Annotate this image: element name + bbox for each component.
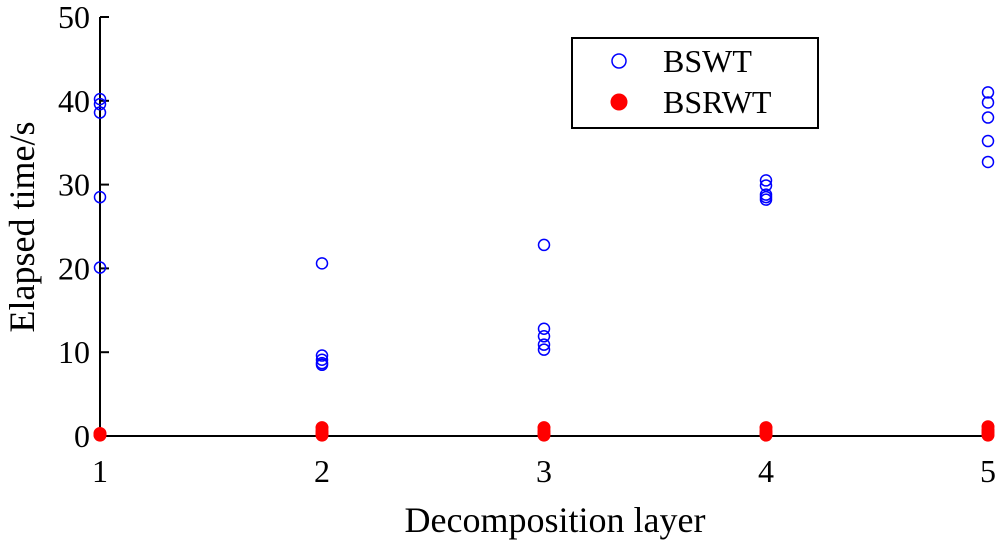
series-bsrwt — [93, 420, 995, 442]
data-point — [981, 155, 995, 169]
data-point — [981, 86, 995, 99]
x-axis-label: Decomposition layer — [405, 500, 706, 540]
data-point — [93, 92, 107, 106]
legend-box — [571, 37, 819, 129]
legend: BSWT BSRWT — [571, 37, 819, 129]
data-point — [315, 353, 329, 366]
data-point — [759, 174, 773, 187]
data-point — [537, 343, 551, 356]
data-point — [93, 106, 107, 119]
data-point — [537, 338, 551, 351]
data-point — [981, 111, 995, 124]
axes-layer: 0 10 20 30 40 50 1 2 3 4 5 — [58, 0, 996, 489]
marks-layer — [93, 86, 995, 442]
data-point — [981, 134, 995, 148]
data-point — [759, 190, 773, 204]
data-point — [93, 428, 107, 442]
x-tick-label: 4 — [758, 453, 774, 489]
y-tick-label: 50 — [58, 0, 90, 35]
data-point — [315, 428, 329, 442]
data-point — [537, 330, 551, 343]
data-point — [315, 349, 329, 362]
data-point — [93, 190, 107, 204]
legend-label: BSRWT — [663, 84, 772, 120]
data-point — [315, 257, 329, 270]
data-point — [759, 428, 773, 442]
data-point — [537, 238, 551, 252]
data-point — [981, 96, 995, 109]
y-axis-label: Elapsed time/s — [2, 122, 42, 333]
legend-label: BSWT — [663, 43, 752, 79]
y-tick-label: 20 — [58, 250, 90, 286]
legend-marker — [610, 93, 628, 111]
y-tick-label: 0 — [74, 418, 90, 454]
y-tick-label: 10 — [58, 334, 90, 370]
data-point — [315, 358, 329, 372]
data-point — [93, 97, 107, 111]
data-point — [537, 428, 551, 442]
data-point — [759, 193, 773, 206]
y-tick-label: 40 — [58, 83, 90, 119]
data-point — [93, 261, 107, 274]
x-tick-label: 3 — [536, 453, 552, 489]
x-tick-label: 1 — [92, 453, 108, 489]
legend-marker — [611, 53, 627, 69]
x-tick-label: 2 — [314, 453, 330, 489]
x-tick-label: 5 — [980, 453, 996, 489]
data-point — [537, 322, 551, 335]
y-tick-label: 30 — [58, 167, 90, 203]
series-bswt — [93, 86, 995, 372]
data-point — [981, 428, 995, 442]
